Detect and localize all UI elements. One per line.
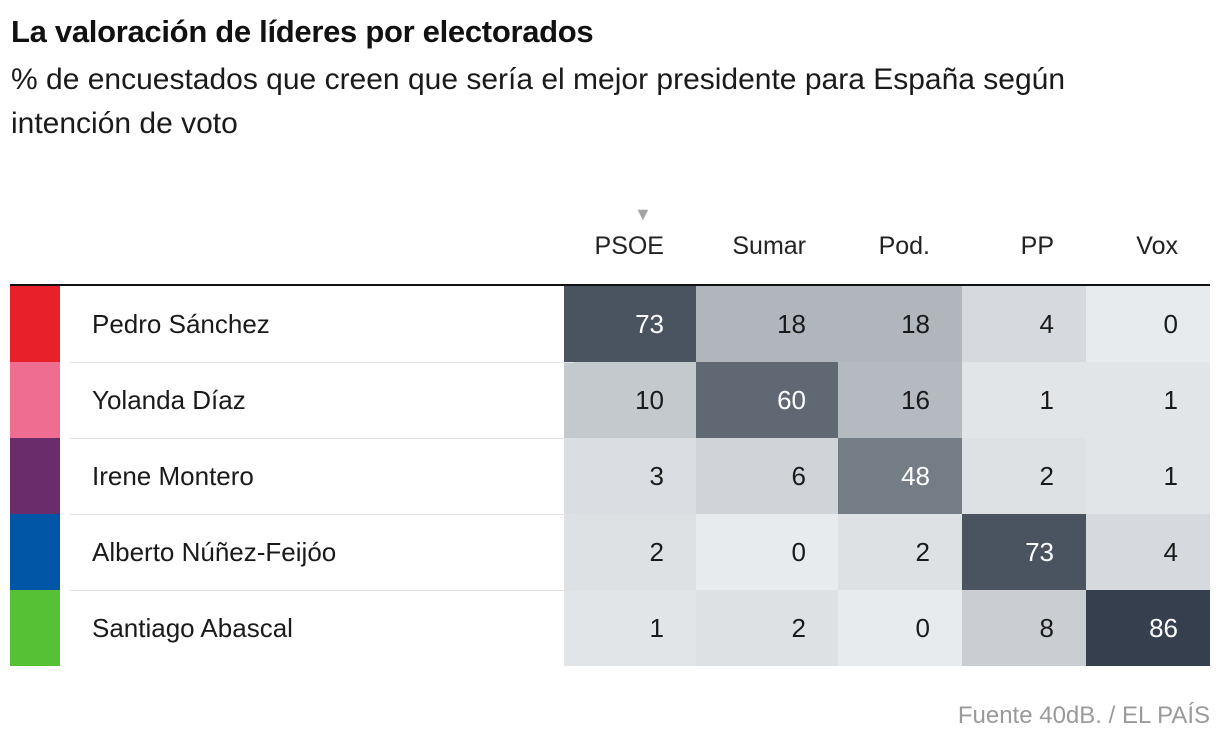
heatmap-cell: 73 — [962, 514, 1086, 590]
heatmap-cell: 48 — [838, 438, 962, 514]
heatmap-cell: 0 — [838, 590, 962, 666]
table-row: Pedro Sánchez 73 18 18 4 0 — [10, 286, 1210, 362]
heatmap-cell: 10 — [564, 362, 696, 438]
heatmap-cell: 60 — [696, 362, 838, 438]
party-color-swatch — [10, 590, 60, 666]
party-color-swatch — [10, 286, 60, 362]
leader-name: Santiago Abascal — [92, 613, 293, 643]
heatmap-cell: 4 — [962, 286, 1086, 362]
heatmap-cell: 2 — [838, 514, 962, 590]
heatmap-cell: 18 — [838, 286, 962, 362]
row-divider — [70, 590, 574, 591]
table-row: Irene Montero 3 6 48 2 1 — [10, 438, 1210, 514]
heatmap-cell: 2 — [696, 590, 838, 666]
table-row: Alberto Núñez-Feijóo 2 0 2 73 4 — [10, 514, 1210, 590]
column-header-pod[interactable]: Pod. — [878, 232, 930, 260]
heatmap-cell: 1 — [564, 590, 696, 666]
leader-name: Pedro Sánchez — [92, 309, 270, 339]
heatmap-cell: 1 — [1086, 438, 1210, 514]
heatmap-cell: 2 — [962, 438, 1086, 514]
heatmap-cell: 2 — [564, 514, 696, 590]
chart-title: La valoración de líderes por electorados — [11, 14, 594, 49]
column-header-psoe[interactable]: PSOE — [594, 232, 664, 260]
header-divider — [10, 284, 1210, 286]
heatmap-cell: 3 — [564, 438, 696, 514]
party-color-swatch — [10, 438, 60, 514]
party-color-swatch — [10, 514, 60, 590]
heatmap-cell: 73 — [564, 286, 696, 362]
heatmap-cell: 16 — [838, 362, 962, 438]
heatmap-cell: 18 — [696, 286, 838, 362]
row-divider — [70, 514, 574, 515]
leader-name: Yolanda Díaz — [92, 385, 246, 415]
leader-name: Alberto Núñez-Feijóo — [92, 537, 337, 567]
heatmap-cell: 86 — [1086, 590, 1210, 666]
heatmap-cell: 6 — [696, 438, 838, 514]
table-row: Yolanda Díaz 10 60 16 1 1 — [10, 362, 1210, 438]
table-row: Santiago Abascal 1 2 0 8 86 — [10, 590, 1210, 666]
heatmap-cell: 4 — [1086, 514, 1210, 590]
leader-name: Irene Montero — [92, 461, 254, 491]
row-divider — [70, 362, 574, 363]
row-divider — [70, 438, 574, 439]
party-color-swatch — [10, 362, 60, 438]
heatmap-cell: 1 — [1086, 362, 1210, 438]
source-note: Fuente 40dB. / EL PAÍS — [957, 702, 1210, 729]
heatmap-cell: 0 — [1086, 286, 1210, 362]
chart-subtitle: % de encuestados que creen que sería el … — [11, 63, 1066, 140]
heatmap-cell: 0 — [696, 514, 838, 590]
sort-descending-icon[interactable]: ▼ — [634, 204, 652, 224]
heatmap-cell: 8 — [962, 590, 1086, 666]
column-header-pp[interactable]: PP — [1020, 232, 1054, 260]
heatmap-cell: 1 — [962, 362, 1086, 438]
column-header-sumar[interactable]: Sumar — [732, 232, 806, 260]
column-header-vox[interactable]: Vox — [1136, 232, 1178, 260]
